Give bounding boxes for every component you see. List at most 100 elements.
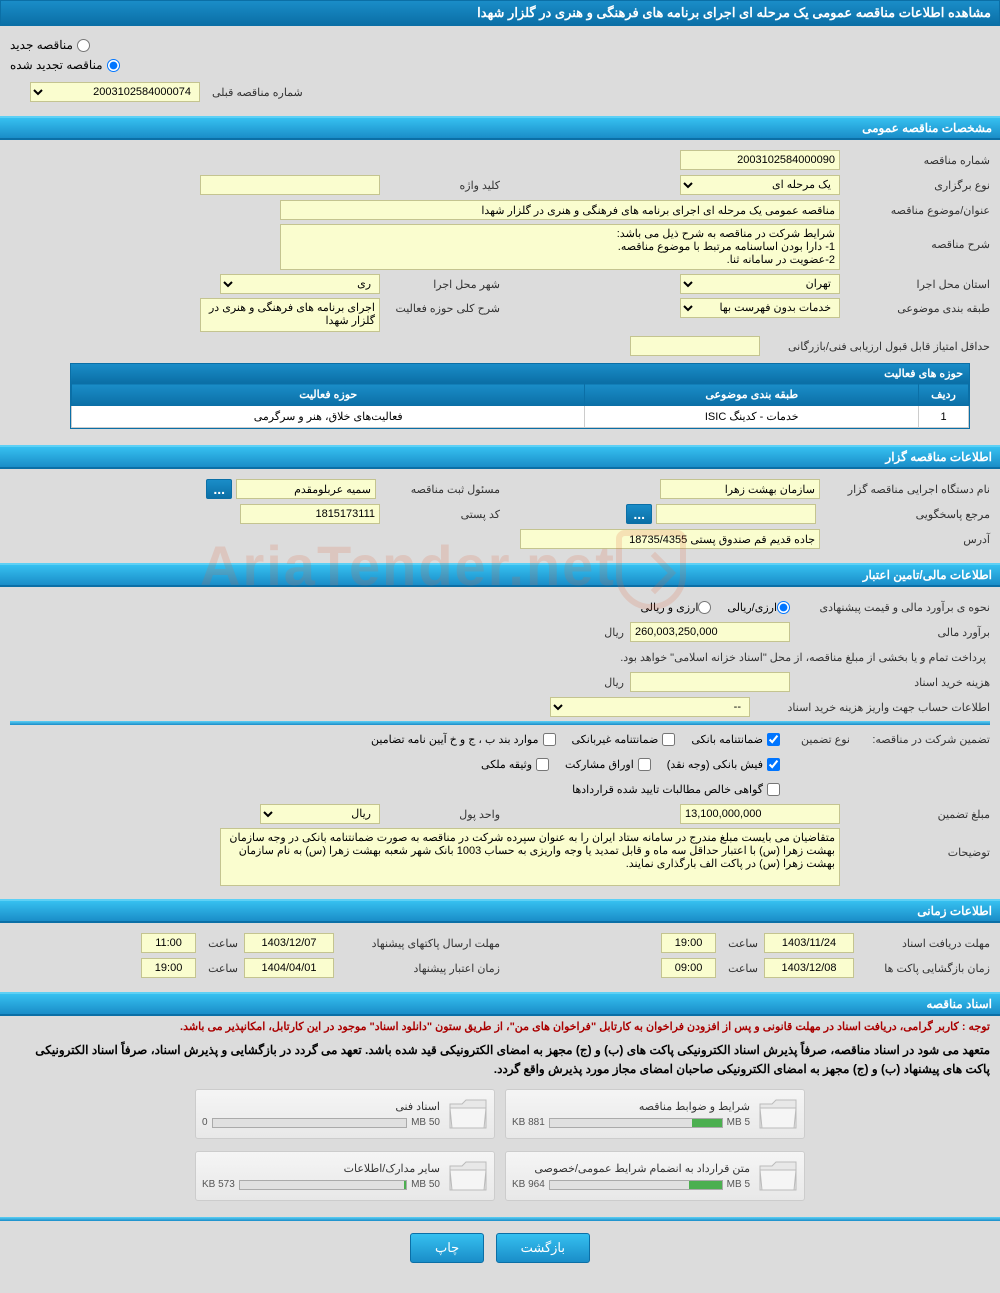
activity-table-title: حوزه های فعالیت [71,364,969,383]
responder-label: مرجع پاسخگویی [820,508,990,521]
doc-used: 573 KB [202,1179,235,1190]
receive-date[interactable] [764,933,854,953]
address-input[interactable] [520,529,820,549]
doc-card[interactable]: متن قرارداد به انضمام شرایط عمومی/خصوصی5… [505,1151,805,1201]
validity-date[interactable] [244,958,334,978]
col-category: طبقه بندی موضوعی [585,384,919,406]
tender-no-label: شماره مناقصه [840,154,990,167]
validity-time[interactable] [141,958,196,978]
print-button[interactable]: چاپ [410,1233,484,1263]
receive-label: مهلت دریافت اسناد [860,937,990,950]
doc-max: 50 MB [411,1179,440,1190]
activity-scope-ta[interactable] [200,298,380,332]
category-label: طبقه بندی موضوعی [840,302,990,315]
receive-time-label: ساعت [722,937,758,950]
tender-no-input[interactable] [680,150,840,170]
org-label: نام دستگاه اجرایی مناقصه گزار [820,483,990,496]
radio-rial[interactable] [777,601,790,614]
chk-items-label: موارد بند ب ، ج و خ آیین نامه تضامین [371,733,538,746]
cell-n: 1 [919,406,969,428]
min-score-input[interactable] [630,336,760,356]
desc-label: شرح مناقصه [840,224,990,251]
category-select[interactable]: خدمات بدون فهرست بها [680,298,840,318]
responder-input[interactable] [656,504,816,524]
doc-bar-fill [404,1181,406,1189]
back-button[interactable]: بازگشت [496,1233,590,1263]
keyword-input[interactable] [200,175,380,195]
address-label: آدرس [820,533,990,546]
subject-input[interactable] [280,200,840,220]
open-label: زمان بازگشایی پاکت ها [860,962,990,975]
purchase-currency: ریال [598,676,630,689]
doc-max: 5 MB [727,1179,750,1190]
radio-rial-label: ارزی/ریالی [727,601,777,614]
doc-max: 5 MB [727,1117,750,1128]
section-docs: اسناد مناقصه [0,992,1000,1016]
chk-nonbank[interactable] [662,733,675,746]
province-label: استان محل اجرا [840,278,990,291]
account-select[interactable]: -- [550,697,750,717]
chk-cert[interactable] [767,783,780,796]
amount-label: مبلغ تضمین [840,808,990,821]
account-label: اطلاعات حساب جهت واریز هزینه خرید اسناد [750,701,990,714]
radio-new[interactable] [77,39,90,52]
table-row: 1 خدمات - کدینگ ISIC فعالیت‌های خلاق، هن… [72,406,969,428]
subject-label: عنوان/موضوع مناقصه [840,204,990,217]
folder-icon [758,1158,798,1194]
open-date[interactable] [764,958,854,978]
receive-time[interactable] [661,933,716,953]
registrar-more-button[interactable]: ... [206,479,232,499]
unit-select[interactable]: ریال [260,804,380,824]
chk-items[interactable] [543,733,556,746]
doc-used: 964 KB [512,1179,545,1190]
chk-bonds[interactable] [638,758,651,771]
chk-bank[interactable] [767,733,780,746]
responder-more-button[interactable]: ... [626,504,652,524]
folder-icon [758,1096,798,1132]
notes-ta[interactable] [220,828,840,886]
registrar-label: مسئول ثبت مناقصه [380,483,500,496]
cell-scope: فعالیت‌های خلاق، هنر و سرگرمی [72,406,585,428]
estimate-input[interactable] [630,622,790,642]
postal-label: کد پستی [380,508,500,521]
radio-renewed-label: مناقصه تجدید شده [10,58,103,72]
doc-title: اسناد فنی [202,1100,440,1113]
type-select[interactable]: یک مرحله ای [680,175,840,195]
col-row: ردیف [919,384,969,406]
purchase-cost-input[interactable] [630,672,790,692]
registrar-input[interactable] [236,479,376,499]
purchase-cost-label: هزینه خرید اسناد [790,676,990,689]
min-score-label: حداقل امتیاز قابل قبول ارزیابی فنی/بازرگ… [760,340,990,353]
city-label: شهر محل اجرا [380,278,500,291]
doc-card[interactable]: سایر مدارک/اطلاعات50 MB573 KB [195,1151,495,1201]
prev-tender-label: شماره مناقصه قبلی [206,86,303,99]
guarantee-type-label: نوع تضمین [780,733,850,746]
province-select[interactable]: تهران [680,274,840,294]
doc-card[interactable]: شرایط و ضوابط مناقصه5 MB881 KB [505,1089,805,1139]
radio-both[interactable] [698,601,711,614]
section-general: مشخصات مناقصه عمومی [0,116,1000,140]
chk-property[interactable] [536,758,549,771]
amount-input[interactable] [680,804,840,824]
prev-tender-select[interactable]: 2003102584000074 [30,82,200,102]
radio-renewed[interactable] [107,59,120,72]
city-select[interactable]: ری [220,274,380,294]
org-input[interactable] [660,479,820,499]
desc-textarea[interactable] [280,224,840,270]
submit-date[interactable] [244,933,334,953]
unit-label: واحد پول [380,808,500,821]
radio-new-label: مناقصه جدید [10,38,73,52]
open-time[interactable] [661,958,716,978]
docs-bold-note: متعهد می شود در اسناد مناقصه، صرفاً پذیر… [0,1037,1000,1083]
activity-table: حوزه های فعالیت ردیف طبقه بندی موضوعی حو… [70,363,970,429]
page-title: مشاهده اطلاعات مناقصه عمومی یک مرحله ای … [0,0,1000,26]
submit-label: مهلت ارسال پاکتهای پیشنهاد [340,937,500,950]
chk-cash[interactable] [767,758,780,771]
submit-time[interactable] [141,933,196,953]
doc-bar-fill [692,1119,721,1127]
folder-icon [448,1096,488,1132]
postal-input[interactable] [240,504,380,524]
open-time-label: ساعت [722,962,758,975]
estimate-label: برآورد مالی [790,626,990,639]
doc-card[interactable]: اسناد فنی50 MB0 [195,1089,495,1139]
